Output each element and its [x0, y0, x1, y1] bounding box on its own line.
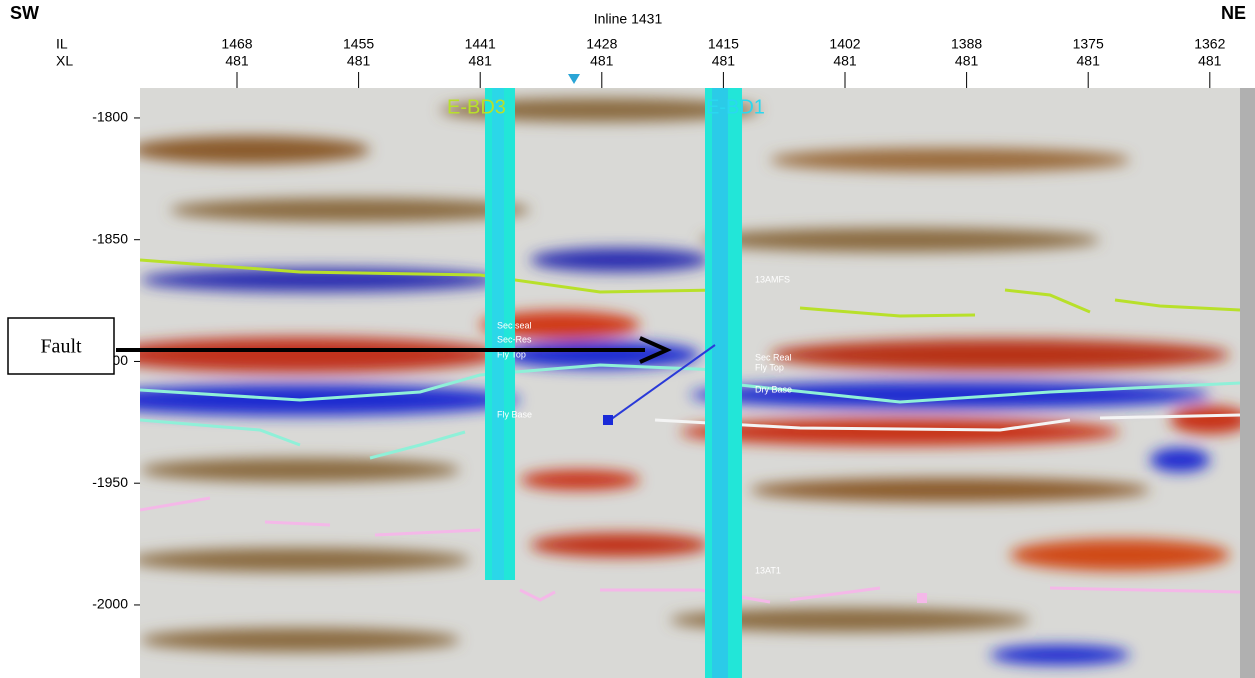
il-tick-label: 1455	[343, 36, 374, 52]
direction-right: NE	[1221, 3, 1246, 23]
il-tick-label: 1428	[586, 36, 617, 52]
xl-label: XL	[56, 53, 73, 69]
xl-tick-label: 481	[590, 53, 614, 69]
well-name: E-BD3	[447, 96, 506, 118]
horizon-label: 13AMFS	[755, 274, 790, 284]
xl-tick-label: 481	[955, 53, 979, 69]
il-tick-label: 1415	[708, 36, 739, 52]
fault-label: Fault	[40, 336, 82, 358]
il-tick-label: 1388	[951, 36, 982, 52]
scrollbar[interactable]	[1240, 88, 1255, 678]
il-label: IL	[56, 36, 68, 52]
il-tick-label: 1441	[465, 36, 496, 52]
inline-marker	[568, 74, 580, 84]
well-name: E-BD1	[706, 96, 765, 118]
y-tick-label: -2000	[92, 596, 128, 612]
il-tick-label: 1402	[829, 36, 860, 52]
il-tick-label: 1362	[1194, 36, 1225, 52]
horizon-label: Fly Base	[497, 409, 532, 419]
direction-left: SW	[10, 3, 39, 23]
horizon-label: Fly Top	[755, 362, 784, 372]
xl-tick-label: 481	[833, 53, 857, 69]
xl-tick-label: 481	[225, 53, 249, 69]
horizon-label: 13AT1	[755, 565, 781, 575]
y-tick-label: -1850	[92, 230, 128, 246]
y-tick-label: -1950	[92, 474, 128, 490]
horizon-label: Sec-Res	[497, 334, 532, 344]
il-tick-label: 1468	[221, 36, 252, 52]
xl-tick-label: 481	[347, 53, 371, 69]
xl-tick-label: 481	[1077, 53, 1101, 69]
xl-tick-label: 481	[469, 53, 493, 69]
inline-title: Inline 1431	[594, 11, 663, 27]
horizon-label: Sec Real	[755, 352, 792, 362]
y-tick-label: -1800	[92, 109, 128, 125]
il-tick-label: 1375	[1073, 36, 1104, 52]
horizon-label: Dry Base	[755, 384, 792, 394]
xl-tick-label: 481	[712, 53, 736, 69]
seismic-view: SW Inline 1431 NE IL XL E-BD3 E-BD1 Sec …	[0, 0, 1255, 678]
seismic-panel: E-BD3 E-BD1 Sec seal Sec-Res Fly Top Fly…	[80, 88, 1250, 678]
xl-tick-label: 481	[1198, 53, 1222, 69]
horizon-label: Sec seal	[497, 320, 532, 330]
